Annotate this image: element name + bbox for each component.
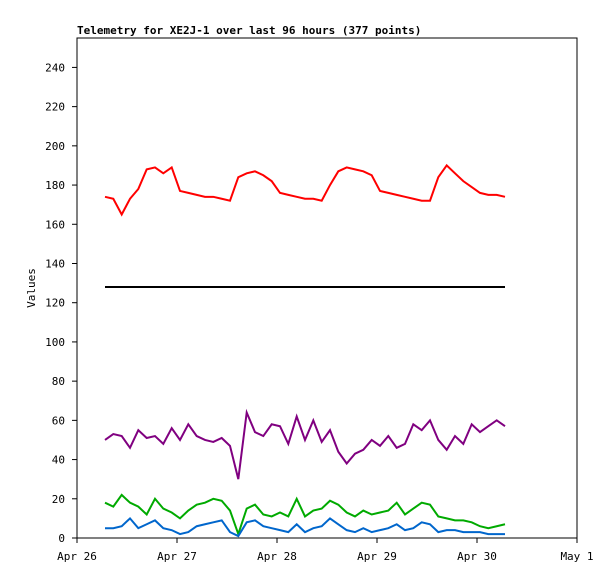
y-tick-label: 120: [45, 297, 65, 310]
series-line: [104, 163, 506, 217]
series-line: [104, 408, 506, 480]
x-tick-label: Apr 29: [357, 550, 397, 563]
y-axis-label: Values: [25, 268, 38, 308]
series-line: [104, 493, 506, 538]
x-tick-label: May 1: [560, 550, 593, 563]
chart-title: Telemetry for XE2J-1 over last 96 hours …: [77, 24, 421, 37]
x-tick-label: Apr 27: [157, 550, 197, 563]
y-tick-label: 140: [45, 257, 65, 270]
y-tick-label: 20: [52, 493, 65, 506]
y-tick-label: 160: [45, 218, 65, 231]
y-tick-label: 0: [58, 532, 65, 545]
x-tick-label: Apr 30: [457, 550, 497, 563]
x-tick-label: Apr 26: [57, 550, 97, 563]
x-tick-label: Apr 28: [257, 550, 297, 563]
plot-frame: [76, 37, 578, 539]
y-tick-label: 80: [52, 375, 65, 388]
y-tick-label: 240: [45, 61, 65, 74]
y-tick-label: 200: [45, 140, 65, 153]
y-tick-label: 180: [45, 179, 65, 192]
y-tick-label: 60: [52, 414, 65, 427]
y-tick-label: 40: [52, 454, 65, 467]
series-line: [105, 516, 505, 538]
y-tick-label: 100: [45, 336, 65, 349]
y-tick-label: 220: [45, 101, 65, 114]
